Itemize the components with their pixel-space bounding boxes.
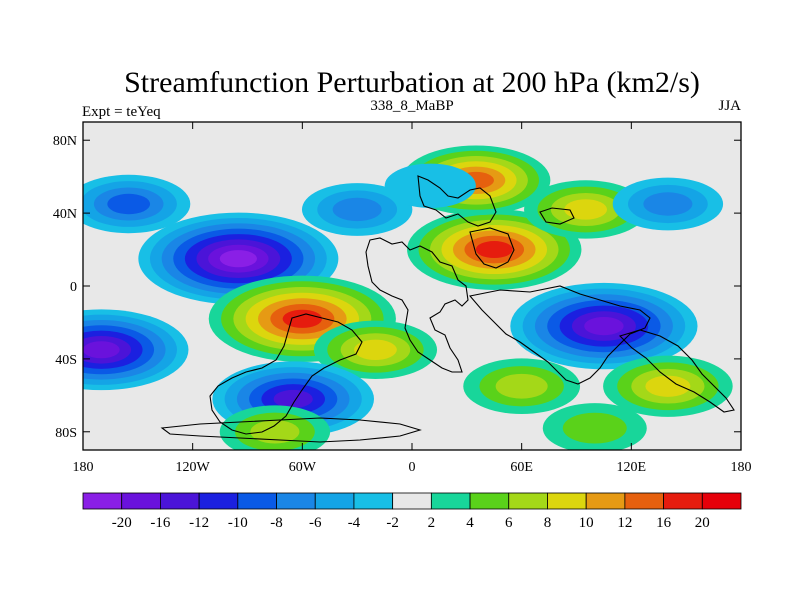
colorbar-swatch xyxy=(276,492,316,510)
colorbar-swatch xyxy=(430,492,471,510)
contour-band xyxy=(645,375,691,397)
experiment-label: Expt = teYeq xyxy=(82,104,161,120)
coastline-europe xyxy=(417,175,497,227)
colorbar-label: 2 xyxy=(428,515,436,531)
colorbar-swatch xyxy=(663,492,703,510)
contour-band xyxy=(584,316,624,336)
colorbar-swatch xyxy=(237,492,277,510)
coastline-south-america xyxy=(209,313,363,435)
colorbar-label: -6 xyxy=(309,515,322,531)
contour-band xyxy=(384,163,476,208)
y-tick-label: 40S xyxy=(55,353,77,368)
x-tick-label: 60W xyxy=(289,460,317,475)
colorbar-label: 6 xyxy=(505,515,513,531)
x-tick-label: 120W xyxy=(176,460,211,475)
coastline-outline xyxy=(160,175,735,443)
coastline-australia xyxy=(618,329,735,413)
contour-field xyxy=(83,122,741,450)
contour-band xyxy=(219,250,257,268)
colorbar-swatch xyxy=(469,492,510,510)
field-anomaly-12 xyxy=(384,163,476,208)
colorbar-label: -12 xyxy=(189,515,209,531)
y-tick-label: 40N xyxy=(53,207,77,222)
colorbar-swatch xyxy=(160,492,200,510)
contour-band xyxy=(83,341,120,359)
colorbar-swatch xyxy=(314,492,355,510)
colorbar-swatch xyxy=(585,492,626,510)
y-tick-label: 80S xyxy=(55,426,77,441)
colorbar-swatch xyxy=(547,492,587,510)
field-anomaly-11 xyxy=(612,177,724,231)
x-tick-label: 180 xyxy=(73,460,94,475)
colorbar: -20 -16 -12 -10 -8 -6 -4 -2 2 4 6 8 10 12 16 20 xyxy=(82,492,742,531)
colorbar-label: 8 xyxy=(544,515,552,531)
colorbar-label: -4 xyxy=(348,515,361,531)
coastline-arabia xyxy=(469,227,515,269)
field-anomaly-16 xyxy=(542,403,647,450)
field-anomaly-5 xyxy=(313,320,438,379)
colorbar-label: 10 xyxy=(579,515,594,531)
contour-band xyxy=(475,241,513,259)
x-tick-label: 60E xyxy=(510,460,533,475)
chart-title: Streamfunction Perturbation at 200 hPa (… xyxy=(124,66,700,99)
colorbar-label: 16 xyxy=(656,515,672,531)
colorbar-label: -16 xyxy=(150,515,170,531)
colorbar-swatch xyxy=(508,492,548,510)
contour-band xyxy=(562,412,627,444)
contour-band xyxy=(273,389,313,409)
x-axis: 180 120W 60W 0 60E 120E 180 xyxy=(73,122,752,475)
colorbar-label: -2 xyxy=(386,515,399,531)
x-tick-label: 180 xyxy=(731,460,752,475)
y-axis: 80N 40N 0 40S 80S xyxy=(53,134,741,441)
coastline-asia-east xyxy=(539,207,575,225)
colorbar-swatch xyxy=(82,492,123,510)
contour-band xyxy=(354,339,397,360)
contour-band xyxy=(107,193,151,215)
contour-band xyxy=(564,199,608,220)
contour-band xyxy=(332,197,382,222)
colorbar-swatch xyxy=(121,492,161,510)
season-label: JJA xyxy=(718,98,741,114)
field-anomaly-8 xyxy=(407,209,582,290)
colorbar-label: -20 xyxy=(112,515,132,531)
colorbar-swatch xyxy=(392,492,432,510)
colorbar-label: -8 xyxy=(270,515,283,531)
colorbar-label: 12 xyxy=(617,515,632,531)
x-tick-label: 0 xyxy=(409,460,416,475)
field-anomaly-3 xyxy=(83,309,189,391)
period-label: 338_8_MaBP xyxy=(370,98,453,114)
y-tick-label: 0 xyxy=(70,280,77,295)
colorbar-swatch xyxy=(198,492,239,510)
colorbar-label: -10 xyxy=(228,515,248,531)
contour-band xyxy=(643,192,693,216)
colorbar-label: 20 xyxy=(695,515,710,531)
colorbar-swatch xyxy=(353,492,394,510)
colorbar-swatch xyxy=(701,492,742,510)
colorbar-label: 4 xyxy=(466,515,474,531)
plot-area: 180 120W 60W 0 60E 120E 180 80N 40N 0 40S 80S xyxy=(53,121,752,475)
y-tick-label: 80N xyxy=(53,134,77,149)
coastline-antarctic-shelf xyxy=(160,417,422,443)
x-tick-label: 120E xyxy=(617,460,647,475)
contour-band xyxy=(495,373,548,399)
field-anomaly-14 xyxy=(463,358,581,415)
colorbar-swatch xyxy=(624,492,664,510)
field-anomaly-13 xyxy=(510,282,698,370)
contour-band xyxy=(250,420,300,444)
contour-band xyxy=(282,309,323,328)
coastline-india-se-asia xyxy=(468,285,651,385)
field-anomaly-2 xyxy=(301,183,413,236)
field-anomaly-1 xyxy=(83,174,191,234)
coastline-africa xyxy=(365,237,469,373)
